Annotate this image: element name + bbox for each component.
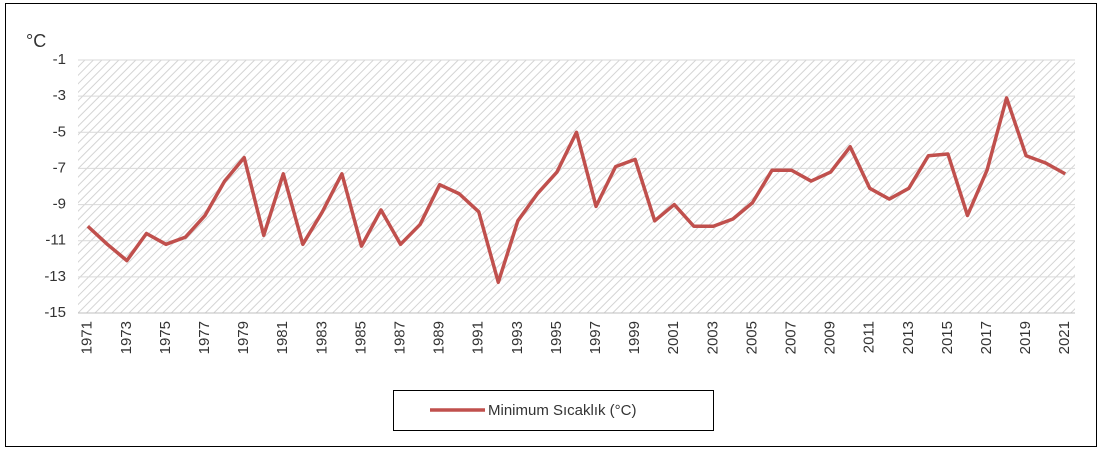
legend-label: Minimum Sıcaklık (°C): [488, 402, 637, 419]
x-tick-label: 1995: [548, 321, 565, 354]
x-tick-label: 1989: [431, 321, 448, 354]
y-axis-label: °C: [26, 31, 46, 51]
x-tick-label: 1987: [392, 321, 409, 354]
x-tick-label: 1991: [470, 321, 487, 354]
x-tick-label: 1997: [587, 321, 604, 354]
y-tick-label: -5: [53, 123, 66, 140]
x-tick-label: 2001: [665, 321, 682, 354]
y-tick-label: -13: [44, 268, 66, 285]
x-tick-label: 2005: [743, 321, 760, 354]
plot-area: [78, 60, 1075, 313]
x-tick-label: 2003: [704, 321, 721, 354]
x-tick-label: 2019: [1017, 321, 1034, 354]
x-tick-label: 1985: [352, 321, 369, 354]
x-tick-label: 1993: [509, 321, 526, 354]
x-tick-label: 1975: [157, 321, 174, 354]
x-tick-label: 1971: [79, 321, 96, 354]
x-tick-label: 1981: [274, 321, 291, 354]
x-tick-label: 2009: [822, 321, 839, 354]
y-tick-label: -9: [53, 196, 66, 213]
x-tick-label: 2015: [939, 321, 956, 354]
y-tick-label: -1: [53, 51, 66, 68]
x-tick-label: 2011: [861, 321, 878, 353]
x-tick-label: 2007: [783, 321, 800, 354]
x-tick-label: 2013: [900, 321, 917, 354]
y-tick-label: -15: [44, 304, 66, 321]
x-tick-label: 1977: [196, 321, 213, 354]
x-tick-label: 2017: [978, 321, 995, 354]
x-tick-label: 1979: [235, 321, 252, 354]
y-tick-label: -11: [45, 232, 66, 249]
series-line: [86, 96, 1067, 285]
y-tick-label: -7: [53, 159, 66, 176]
x-tick-label: 1983: [313, 321, 330, 354]
x-tick-label: 2021: [1056, 321, 1073, 354]
x-tick-label: 1973: [118, 321, 135, 354]
x-tick-label: 1999: [626, 321, 643, 354]
y-tick-label: -3: [53, 87, 66, 104]
